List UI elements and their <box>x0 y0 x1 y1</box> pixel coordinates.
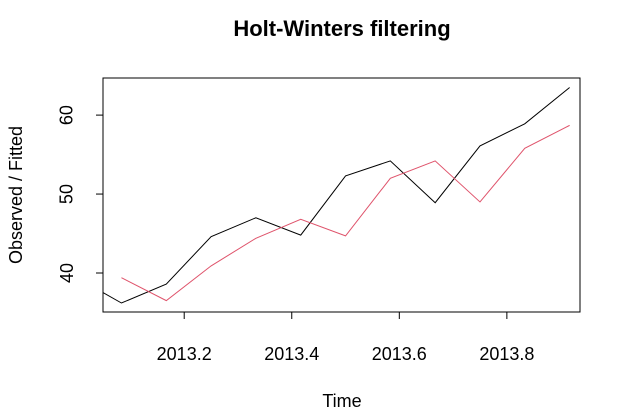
series-line <box>103 87 570 304</box>
x-tick-label: 2013.2 <box>157 344 212 364</box>
chart-title: Holt-Winters filtering <box>233 16 450 41</box>
y-axis-label: Observed / Fitted <box>6 126 26 264</box>
y-tick-label: 40 <box>57 263 77 283</box>
plot-area <box>103 87 570 304</box>
y-tick-label: 60 <box>57 105 77 125</box>
y-tick-label: 50 <box>57 184 77 204</box>
x-axis-label: Time <box>322 391 361 411</box>
x-tick-label: 2013.4 <box>264 344 319 364</box>
series-line <box>121 124 570 302</box>
x-tick-label: 2013.8 <box>479 344 534 364</box>
x-tick-label: 2013.6 <box>372 344 427 364</box>
plot-box <box>102 77 581 313</box>
